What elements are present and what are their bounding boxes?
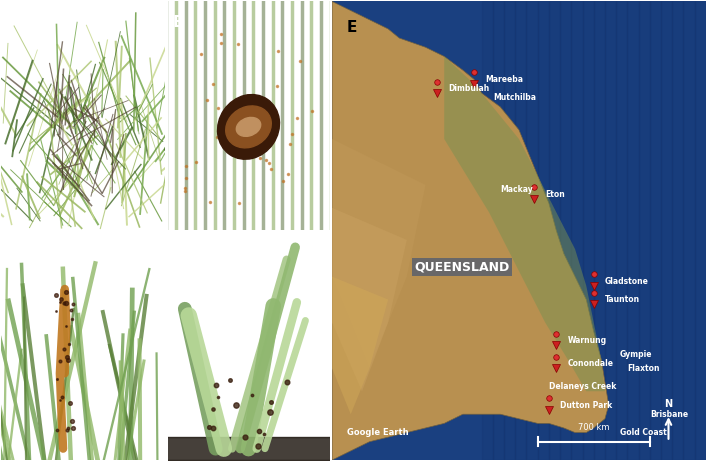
Text: N: N [664, 399, 673, 409]
Text: B: B [173, 15, 185, 30]
Bar [627, 1, 639, 460]
Text: Conondale: Conondale [568, 359, 614, 368]
Bar [672, 1, 683, 460]
Text: Gladstone: Gladstone [605, 277, 649, 286]
Text: D: D [173, 246, 185, 260]
Text: Dutton Park: Dutton Park [560, 401, 612, 409]
Bar [504, 1, 515, 460]
Ellipse shape [226, 106, 271, 148]
Polygon shape [444, 56, 605, 391]
Text: Gympie: Gympie [620, 350, 652, 359]
Text: A: A [7, 15, 19, 30]
FancyBboxPatch shape [332, 1, 706, 460]
Text: QUEENSLAND: QUEENSLAND [414, 261, 510, 274]
Bar [481, 1, 493, 460]
Bar [683, 1, 695, 460]
Bar [616, 1, 627, 460]
Text: Mutchilba: Mutchilba [493, 93, 536, 102]
Ellipse shape [236, 118, 261, 136]
Text: Taunton: Taunton [605, 295, 640, 304]
Bar [594, 1, 605, 460]
Polygon shape [332, 277, 388, 414]
Text: Brisbane: Brisbane [650, 410, 688, 419]
Bar [571, 1, 583, 460]
Bar [639, 1, 650, 460]
Polygon shape [332, 139, 426, 368]
Text: Mareeba: Mareeba [485, 75, 523, 84]
Ellipse shape [217, 95, 280, 159]
Polygon shape [332, 1, 609, 460]
Bar [650, 1, 661, 460]
Polygon shape [332, 208, 407, 391]
Text: Google Earth: Google Earth [347, 428, 409, 437]
Bar [583, 1, 594, 460]
Text: E: E [347, 20, 358, 35]
Bar [661, 1, 672, 460]
Text: Flaxton: Flaxton [627, 364, 660, 373]
Text: Eton: Eton [545, 189, 565, 199]
Text: Gold Coast: Gold Coast [620, 428, 667, 437]
Bar [537, 1, 549, 460]
Bar [695, 1, 706, 460]
Text: 700 km: 700 km [578, 423, 610, 432]
Bar [605, 1, 616, 460]
Text: Warnung: Warnung [568, 337, 607, 345]
Text: C: C [7, 246, 18, 260]
Bar [493, 1, 504, 460]
Bar [527, 1, 537, 460]
Bar [560, 1, 571, 460]
Bar [515, 1, 527, 460]
Text: Delaneys Creek: Delaneys Creek [549, 382, 616, 391]
Bar [549, 1, 560, 460]
Text: Mackay: Mackay [501, 185, 533, 194]
Text: Dimbulah: Dimbulah [448, 84, 489, 93]
